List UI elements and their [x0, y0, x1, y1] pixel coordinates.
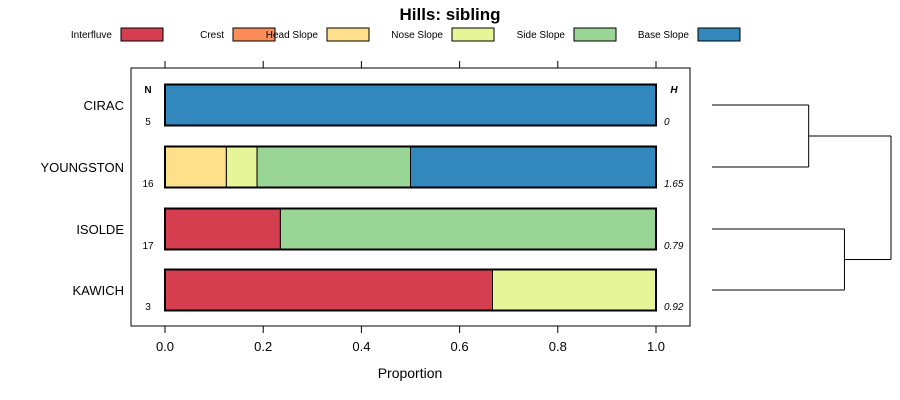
category-label: CIRAC [84, 98, 124, 113]
bar-segment [225, 146, 258, 188]
legend-label: Side Slope [517, 30, 566, 41]
legend-label: Crest [200, 30, 224, 41]
bar-segment [410, 146, 657, 188]
bars [164, 83, 657, 312]
legend-label: Interfluve [71, 30, 113, 41]
bar-outline [164, 207, 657, 251]
n-label: 16 [142, 179, 154, 190]
chart-title: Hills: sibling [399, 5, 500, 24]
legend-label: Base Slope [638, 30, 690, 41]
x-axis: 0.0 0.2 0.4 0.6 0.8 1.0 [156, 326, 665, 354]
bar-outline [164, 145, 657, 189]
top-ticks [164, 61, 657, 68]
bar-outline [164, 83, 657, 127]
category-label: KAWICH [72, 283, 124, 298]
bar-segment [164, 269, 493, 311]
bar-outline [164, 268, 657, 312]
h-label: 0 [664, 117, 670, 128]
n-labels: 5 16 17 3 [142, 117, 154, 313]
x-axis-label: Proportion [378, 365, 443, 381]
category-label: ISOLDE [76, 222, 124, 237]
n-column-header: N [144, 85, 151, 96]
x-tick-label: 1.0 [647, 339, 665, 354]
bar-segment [164, 146, 227, 188]
n-label: 5 [145, 117, 151, 128]
legend-swatch [451, 27, 495, 42]
h-column-header: H [670, 85, 678, 96]
h-label: 0.92 [664, 302, 684, 313]
plot-panel [130, 67, 691, 327]
x-tick-label: 0.8 [549, 339, 567, 354]
x-tick-label: 0.0 [156, 339, 174, 354]
legend-swatch [120, 27, 164, 42]
legend-swatch [697, 27, 741, 42]
legend-label: Nose Slope [391, 30, 443, 41]
h-label: 0.79 [664, 241, 684, 252]
legend-swatch [326, 27, 370, 42]
x-tick-label: 0.4 [352, 339, 370, 354]
legend-swatch [573, 27, 617, 42]
x-tick-label: 0.6 [451, 339, 469, 354]
bar-segment [164, 208, 281, 250]
legend-swatch [232, 27, 276, 42]
bar-segment [491, 269, 657, 311]
n-label: 3 [145, 302, 151, 313]
n-label: 17 [142, 241, 154, 252]
bar-segment [279, 208, 657, 250]
bar-segment [256, 146, 411, 188]
category-label: YOUNGSTON [40, 160, 124, 175]
category-labels: CIRAC YOUNGSTON ISOLDE KAWICH [40, 98, 124, 298]
h-label: 1.65 [664, 179, 684, 190]
legend-label: Head Slope [266, 30, 319, 41]
h-labels: 0 1.65 0.79 0.92 [664, 117, 684, 313]
legend: Interfluve Crest Head Slope Nose Slope Side … [71, 27, 741, 42]
x-tick-label: 0.2 [254, 339, 272, 354]
bar-segment [164, 84, 657, 126]
dendrogram [712, 104, 892, 291]
